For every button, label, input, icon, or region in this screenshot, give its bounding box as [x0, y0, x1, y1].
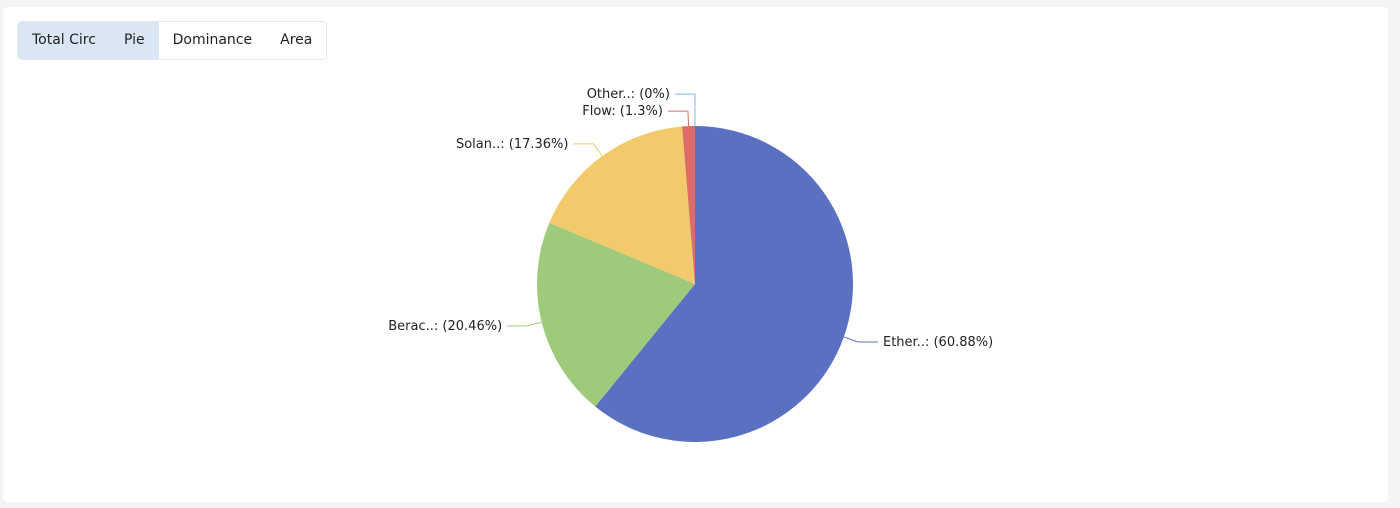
slice-name: Other..: [587, 87, 635, 102]
pie-slice [536, 222, 695, 407]
slice-value: (20.46%) [442, 318, 502, 333]
slice-name: Solan..: [456, 136, 505, 151]
label-line [573, 143, 603, 157]
slice-label: Berac..: (20.46%) [388, 318, 502, 333]
slice-name: Flow: [582, 104, 615, 119]
label-line [675, 93, 696, 126]
tab[interactable]: Dominance [158, 22, 267, 59]
slice-value: (60.88%) [933, 334, 993, 349]
tab[interactable]: Pie [109, 22, 159, 59]
slice-label: Other..: (0%) [587, 87, 670, 102]
slice-label: Flow: (1.3%) [582, 104, 663, 119]
slice-value: (17.36%) [509, 136, 569, 151]
slice-name: Ether..: [883, 334, 929, 349]
label-line [507, 321, 542, 327]
pie-slice [549, 126, 695, 284]
pie-slice [682, 126, 695, 284]
slice-label: Ether..: (60.88%) [883, 334, 993, 349]
label-line [667, 110, 690, 127]
tab-bar: Total Circ Pie Dominance Area [17, 21, 328, 60]
slice-value: (1.3%) [620, 104, 663, 119]
tab[interactable]: Area [266, 22, 327, 59]
tab[interactable]: Total Circ [18, 22, 110, 59]
slice-name: Berac..: [388, 318, 438, 333]
slice-value: (0%) [639, 87, 670, 102]
slice-label: Solan..: (17.36%) [456, 136, 569, 151]
label-line [843, 336, 878, 343]
pie-slice [595, 126, 853, 442]
